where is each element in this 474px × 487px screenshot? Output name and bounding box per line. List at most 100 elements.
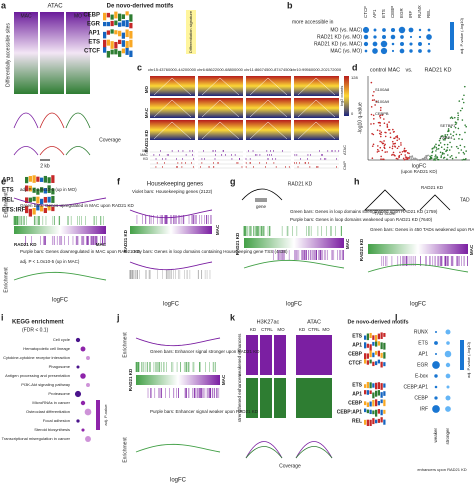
label: strengthened enhancers bbox=[237, 373, 242, 422]
label: (upon RAD21 KD) bbox=[401, 169, 438, 174]
label: H3K27ac bbox=[257, 319, 280, 325]
motif-logo bbox=[377, 359, 380, 364]
dot bbox=[445, 406, 451, 412]
label: MAC bbox=[144, 107, 149, 118]
rank-bar bbox=[130, 226, 212, 234]
motif-logo bbox=[121, 40, 125, 47]
gene-point bbox=[384, 135, 387, 138]
heatmap bbox=[296, 378, 308, 418]
gene-point bbox=[442, 138, 445, 141]
motif-logo bbox=[103, 21, 107, 27]
gene-point bbox=[396, 136, 399, 139]
label: ETS:IRF bbox=[2, 208, 26, 214]
label: MAC (vs. MO) bbox=[330, 48, 362, 54]
heatmap bbox=[40, 12, 64, 94]
motif-logo bbox=[364, 335, 367, 340]
motif-logo bbox=[377, 341, 380, 346]
rank-bar bbox=[14, 226, 106, 234]
motif-logo bbox=[366, 360, 369, 365]
coverage-profile bbox=[39, 112, 65, 129]
dot bbox=[409, 35, 413, 39]
gene-point bbox=[434, 154, 437, 156]
gene-point bbox=[389, 136, 392, 139]
label: Antigen processing and presentation bbox=[5, 373, 70, 378]
legend-bar bbox=[96, 400, 100, 430]
motif-logo bbox=[383, 333, 386, 337]
label: De novo-derived motifs bbox=[107, 4, 174, 10]
dot bbox=[390, 34, 396, 40]
rank-bar bbox=[136, 375, 220, 385]
enrichment-curve bbox=[13, 197, 107, 207]
motif-logo bbox=[364, 353, 367, 360]
contact-map bbox=[294, 120, 339, 140]
gene-point bbox=[434, 155, 436, 158]
motif-logo bbox=[366, 419, 369, 427]
label: RAD21 KD bbox=[144, 129, 149, 152]
gene-point bbox=[381, 141, 383, 143]
motif-logo bbox=[25, 185, 29, 192]
gene-point bbox=[440, 146, 443, 149]
label: AP1 bbox=[88, 31, 100, 37]
gene-point bbox=[452, 134, 455, 137]
label: chr15:43760000-44200000 bbox=[148, 67, 197, 72]
gene-point bbox=[398, 154, 401, 157]
gene-point bbox=[447, 128, 450, 130]
gene-point bbox=[446, 143, 449, 146]
motif-logo bbox=[380, 383, 383, 390]
label: AP1 bbox=[352, 391, 362, 397]
motif-logo bbox=[28, 175, 32, 182]
dot bbox=[432, 361, 440, 369]
motif-logo bbox=[364, 401, 367, 406]
motif-logo bbox=[114, 11, 118, 19]
label: CEBP bbox=[348, 400, 363, 406]
gene-point bbox=[398, 138, 401, 140]
label: ATAC bbox=[307, 319, 321, 325]
motif-logo bbox=[366, 343, 369, 348]
gene-point bbox=[392, 128, 394, 131]
motif-logo bbox=[369, 350, 372, 358]
label: Coverage bbox=[99, 137, 121, 143]
motif-logo bbox=[125, 20, 129, 28]
rank-bar bbox=[368, 244, 468, 254]
gene-point bbox=[440, 156, 442, 159]
gene-point bbox=[449, 156, 452, 158]
motif-logo bbox=[380, 417, 383, 423]
motif-logo bbox=[51, 206, 55, 212]
label: MAC bbox=[215, 224, 220, 235]
gene-point bbox=[444, 135, 446, 138]
dot bbox=[391, 42, 395, 46]
dot bbox=[81, 428, 85, 432]
gene-point bbox=[387, 128, 390, 131]
contact-map bbox=[198, 98, 243, 118]
gene-point bbox=[465, 157, 467, 160]
dot bbox=[75, 337, 81, 343]
label: control MAC bbox=[370, 67, 400, 73]
motif-logo bbox=[380, 361, 383, 368]
gene-point bbox=[395, 136, 397, 138]
gene-point bbox=[378, 121, 381, 124]
motif-logo bbox=[364, 419, 367, 425]
motif-logo bbox=[372, 335, 375, 340]
heatmap bbox=[260, 335, 272, 375]
label: REL bbox=[2, 198, 14, 204]
motif-logo bbox=[106, 39, 110, 46]
domain-outline bbox=[153, 121, 192, 140]
motif-logo bbox=[43, 175, 47, 183]
dot bbox=[76, 365, 80, 369]
label: MicroRNAs in cancer bbox=[32, 400, 70, 405]
contact-map bbox=[246, 76, 291, 96]
gene-point bbox=[379, 109, 382, 112]
motif-logo bbox=[375, 409, 378, 417]
motif-logo bbox=[25, 197, 29, 204]
gene-point bbox=[464, 131, 466, 134]
gene-point bbox=[406, 157, 409, 160]
label: TAD score bbox=[375, 211, 396, 216]
motif-logo bbox=[110, 49, 114, 55]
label: S100A9 bbox=[375, 99, 390, 104]
motif-logo bbox=[43, 188, 47, 194]
motif-logo bbox=[369, 359, 372, 364]
gene-point bbox=[455, 156, 457, 159]
motif-logo bbox=[28, 208, 32, 217]
label: RAD21 KD bbox=[14, 242, 37, 247]
